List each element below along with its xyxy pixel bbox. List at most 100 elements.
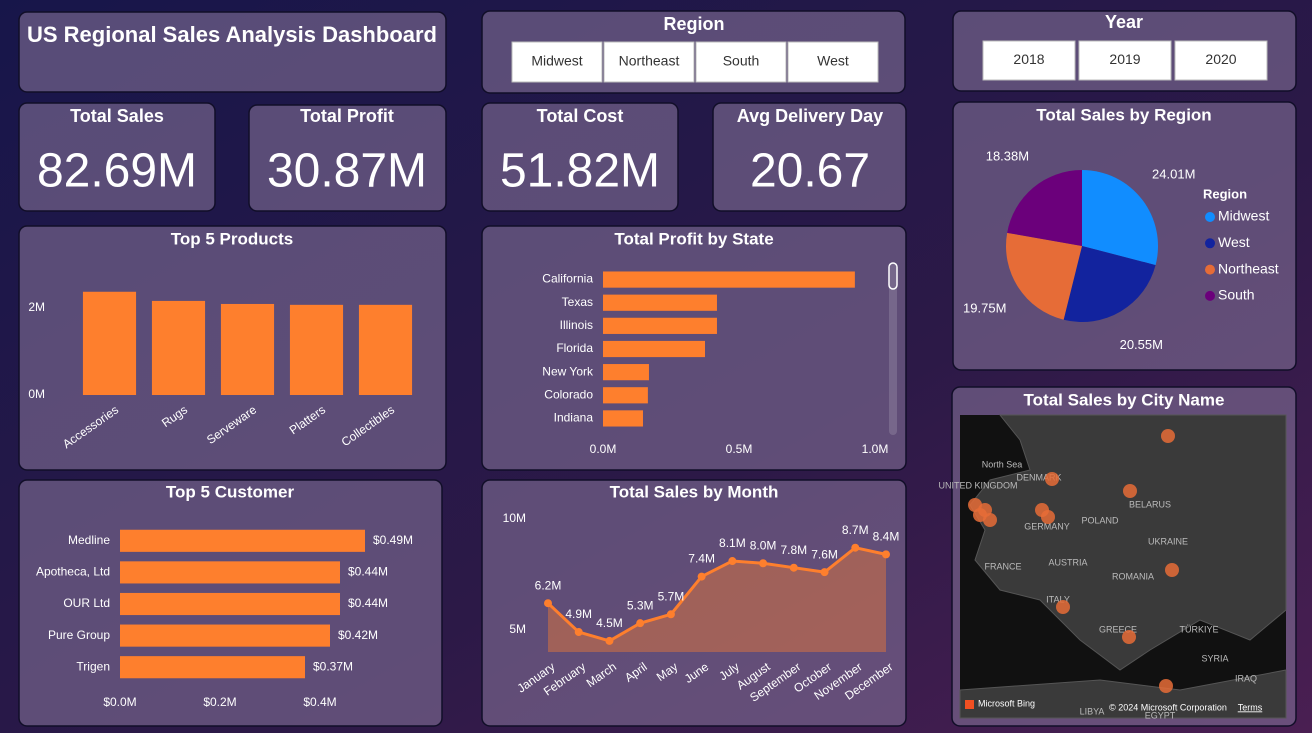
kpi-value: 82.69M [37,145,197,198]
map-label: DENMARK [1016,472,1061,482]
map-label: BELARUS [1129,499,1171,509]
kpi-label: Avg Delivery Day [737,106,883,126]
x-tick-label: 0.5M [726,442,753,456]
slicer-button[interactable] [787,41,879,83]
legend-title: Region [1203,186,1247,201]
x-tick-label: $0.4M [303,695,336,709]
value-label: 20.55M [1120,337,1163,352]
map-label: UKRAINE [1148,536,1188,546]
point [882,550,890,559]
chart-title: Total Profit by State [614,229,773,248]
slicer-button[interactable] [1078,40,1172,81]
bing-logo [965,700,974,709]
value-label: 8.0M [750,538,777,552]
value-label: $0.44M [348,565,388,579]
category-label: New York [542,364,594,378]
pie-slice [1006,232,1082,320]
category-label: Apotheca, Ltd [36,565,110,579]
bar [120,529,365,552]
scrollbar-track [889,263,897,435]
point [789,563,798,572]
map-bubble [1159,679,1173,693]
card [18,11,447,93]
value-label: 24.01M [1152,166,1195,181]
y-tick-label: 10M [503,511,526,525]
point [636,619,645,628]
legend-swatch [1205,290,1215,301]
map-label: ROMANIA [1112,571,1154,581]
value-label: 8.7M [842,523,869,537]
map-bubble [973,508,987,522]
card [481,102,679,212]
chart-title: Total Sales by Region [1036,105,1211,124]
slicer-button[interactable] [982,40,1076,81]
point [605,636,614,645]
pie-slice [1063,246,1156,322]
bar [603,410,643,427]
value-label: 8.1M [719,536,746,550]
value-label: 7.6M [811,547,838,561]
slicer-option[interactable]: 2019 [1109,51,1140,67]
scrollbar-thumb[interactable] [888,262,898,290]
x-tick-label: $0.2M [203,695,236,709]
pie-slice [1082,170,1158,266]
kpi-value: 20.67 [750,145,870,198]
slicer-button[interactable] [603,41,695,83]
map-label: GERMANY [1024,521,1070,531]
category-label: Texas [562,295,593,309]
legend-swatch [1205,264,1215,275]
slicer-option[interactable]: West [817,53,849,69]
value-label: 7.8M [780,543,807,557]
slicer-option[interactable]: South [723,53,760,69]
bar [220,303,275,395]
slicer-option[interactable]: Midwest [531,53,582,69]
card [18,102,216,212]
map-label: GREECE [1099,624,1137,634]
legend-label: West [1218,234,1250,250]
kpi-value: 51.82M [500,145,660,198]
bar [603,340,705,358]
x-tick-label: 0.0M [590,442,617,456]
map-bubble [1123,484,1137,498]
slicer-button[interactable] [511,41,603,83]
slicer-option[interactable]: Northeast [619,53,680,69]
y-tick-label: 2M [28,300,45,314]
y-tick-label: 5M [509,622,526,636]
category-label: Colorado [544,387,593,401]
category-label: Florida [556,341,593,355]
map-bubble [1056,600,1070,614]
kpi-label: Total Cost [537,106,624,126]
map-bubble [1045,472,1059,486]
category-label: Medline [68,533,110,547]
value-label: 8.4M [873,530,900,544]
map-label: AUSTRIA [1048,557,1087,567]
bar [151,300,206,395]
x-tick-label: $0.0M [103,695,136,709]
legend-label: South [1218,287,1255,303]
category-label: Pure Group [48,628,110,642]
y-tick-label: 0M [28,387,45,401]
slicer-option[interactable]: 2020 [1205,51,1236,67]
slicer-title: Year [1105,12,1143,32]
bar [120,592,340,616]
map-attribution: Microsoft Bing [978,698,1035,708]
value-label: $0.42M [338,628,378,642]
bar [603,317,717,334]
map-label: ITALY [1046,594,1070,604]
slicer-button[interactable] [1174,40,1268,81]
map-bubble [1041,510,1055,524]
value-label: 4.5M [596,616,623,630]
area [548,547,886,652]
value-label: 6.2M [535,578,562,592]
category-label: California [542,272,593,286]
dashboard-title: US Regional Sales Analysis Dashboard [27,22,437,47]
slicer-button[interactable] [695,41,787,83]
map-attribution[interactable]: Terms [1238,702,1263,712]
slicer-option[interactable]: 2018 [1013,51,1044,67]
map-label: IRAQ [1235,673,1257,683]
map-bubble [1161,429,1175,443]
chart-title: Top 5 Customer [166,482,295,501]
legend-swatch [1205,238,1215,249]
category-label: Trigen [76,659,110,673]
